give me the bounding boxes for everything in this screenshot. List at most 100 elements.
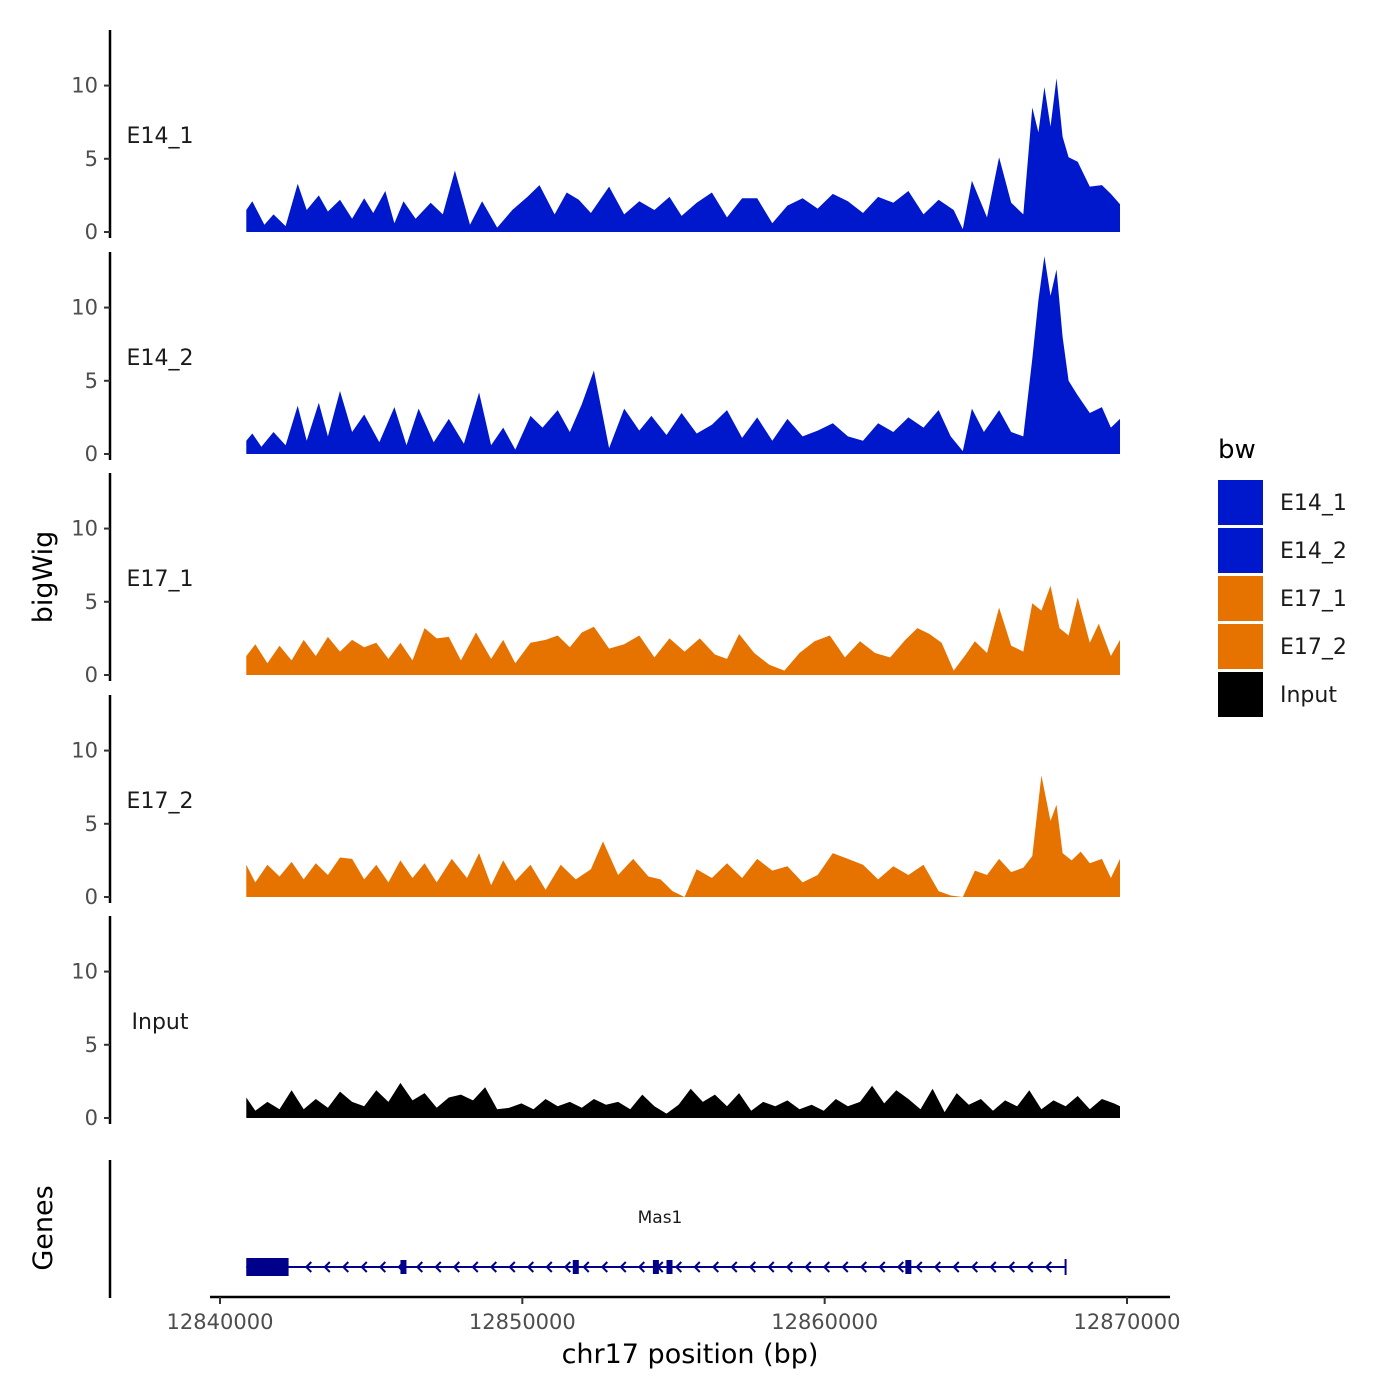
legend-item: E17_2 xyxy=(1218,624,1347,669)
legend-key xyxy=(1218,528,1263,573)
legend-key xyxy=(1218,672,1263,717)
x-axis-title: chr17 position (bp) xyxy=(562,1339,819,1370)
track-label: E17_2 xyxy=(127,789,194,814)
strand-arrow xyxy=(711,1261,720,1273)
gene-name-label: Mas1 xyxy=(638,1208,683,1228)
gene-exon xyxy=(666,1260,673,1274)
legend-item: E14_2 xyxy=(1218,528,1347,573)
legend-item: Input xyxy=(1218,672,1337,717)
signal-area-E17_1 xyxy=(246,585,1121,675)
strand-arrow xyxy=(822,1261,831,1273)
gene-exon xyxy=(572,1260,579,1274)
y-tick-label: 10 xyxy=(71,517,98,541)
track-label: E14_2 xyxy=(127,346,194,371)
strand-arrow xyxy=(341,1261,350,1273)
track-label: E17_1 xyxy=(127,567,194,592)
gene-exon xyxy=(652,1260,659,1274)
y-tick-label: 5 xyxy=(85,369,98,393)
legend-item: E17_1 xyxy=(1218,576,1347,621)
gene-track: Genes Mas1 xyxy=(28,1160,1067,1298)
strand-arrow xyxy=(748,1261,757,1273)
strand-arrow xyxy=(674,1261,683,1273)
strand-arrow xyxy=(434,1261,442,1273)
strand-arrow xyxy=(563,1261,572,1273)
y-tick-label: 0 xyxy=(85,220,98,244)
strand-arrow xyxy=(452,1261,461,1273)
legend-title: bw xyxy=(1218,435,1256,465)
strand-arrow xyxy=(970,1261,979,1273)
track-label: E14_1 xyxy=(127,124,194,149)
strand-arrow xyxy=(360,1261,368,1273)
track-Input: 0 5 10 Input xyxy=(71,916,1121,1130)
y-tick-label: 0 xyxy=(85,442,98,466)
legend-label: E14_2 xyxy=(1280,539,1347,564)
legend-label: E17_2 xyxy=(1280,635,1347,660)
strand-arrow xyxy=(415,1261,424,1273)
x-axis: 12840000 12850000 12860000 12870000 xyxy=(167,1295,1181,1334)
strand-arrow xyxy=(989,1261,997,1273)
signal-tracks: 0 5 10 E14_1 0 5 10 E14_2 0 5 10 E17_1 0 5 10 E17_2 0 5 10… xyxy=(71,30,1121,1130)
y-axis-title: bigWig xyxy=(28,531,59,624)
y-tick-label: 5 xyxy=(85,147,98,171)
strand-arrow xyxy=(323,1261,331,1273)
strand-arrow xyxy=(489,1261,498,1273)
strand-arrow xyxy=(600,1261,609,1273)
strand-arrow xyxy=(526,1261,535,1273)
y-tick-label: 5 xyxy=(85,590,98,614)
y-tick-label: 0 xyxy=(85,1106,98,1130)
legend: bw E14_1 E14_2 E17_1 E17_2 Input xyxy=(1218,435,1347,717)
strand-arrow xyxy=(804,1261,812,1273)
strand-arrow xyxy=(896,1261,905,1273)
strand-arrow xyxy=(915,1261,923,1273)
x-tick-label: 12840000 xyxy=(167,1310,274,1334)
strand-arrow xyxy=(1007,1261,1016,1273)
x-tick-label: 12860000 xyxy=(771,1310,878,1334)
strand-arrow xyxy=(619,1261,627,1273)
legend-label: Input xyxy=(1280,683,1337,708)
genes-track-label: Genes xyxy=(28,1185,59,1270)
strand-arrow xyxy=(933,1261,942,1273)
legend-item: E14_1 xyxy=(1218,480,1347,525)
legend-key xyxy=(1218,624,1263,669)
y-tick-label: 10 xyxy=(71,74,98,98)
strand-arrow xyxy=(767,1261,775,1273)
gene-exon xyxy=(246,1258,289,1276)
gene-exon xyxy=(400,1260,407,1274)
y-tick-label: 10 xyxy=(71,739,98,763)
legend-key xyxy=(1218,576,1263,621)
strand-arrow xyxy=(304,1261,313,1273)
strand-arrow xyxy=(785,1261,794,1273)
strand-arrow xyxy=(952,1261,960,1273)
y-tick-label: 10 xyxy=(71,960,98,984)
signal-area-E17_2 xyxy=(246,775,1121,897)
strand-arrow xyxy=(1026,1261,1034,1273)
strand-arrow xyxy=(859,1261,868,1273)
strand-arrow xyxy=(878,1261,886,1273)
track-label: Input xyxy=(132,1010,189,1035)
strand-arrow xyxy=(471,1261,479,1273)
strand-arrow xyxy=(545,1261,553,1273)
signal-area-Input xyxy=(246,1082,1121,1118)
track-E17_1: 0 5 10 E17_1 xyxy=(71,473,1121,687)
strand-arrow xyxy=(637,1261,646,1273)
strand-arrow xyxy=(693,1261,701,1273)
strand-arrow xyxy=(730,1261,738,1273)
signal-area-E14_1 xyxy=(246,78,1121,232)
y-tick-label: 0 xyxy=(85,885,98,909)
x-tick-label: 12850000 xyxy=(469,1310,576,1334)
track-E14_2: 0 5 10 E14_2 xyxy=(71,252,1121,466)
gene-exon xyxy=(905,1260,912,1274)
track-E14_1: 0 5 10 E14_1 xyxy=(71,30,1121,244)
legend-key xyxy=(1218,480,1263,525)
signal-area-E14_2 xyxy=(246,256,1121,454)
legend-label: E17_1 xyxy=(1280,587,1347,612)
legend-label: E14_1 xyxy=(1280,491,1347,516)
strand-arrow xyxy=(582,1261,590,1273)
strand-arrow xyxy=(1044,1261,1053,1273)
track-E17_2: 0 5 10 E17_2 xyxy=(71,695,1121,909)
strand-arrow xyxy=(508,1261,516,1273)
y-tick-label: 5 xyxy=(85,812,98,836)
y-tick-label: 0 xyxy=(85,663,98,687)
x-tick-label: 12870000 xyxy=(1074,1310,1181,1334)
